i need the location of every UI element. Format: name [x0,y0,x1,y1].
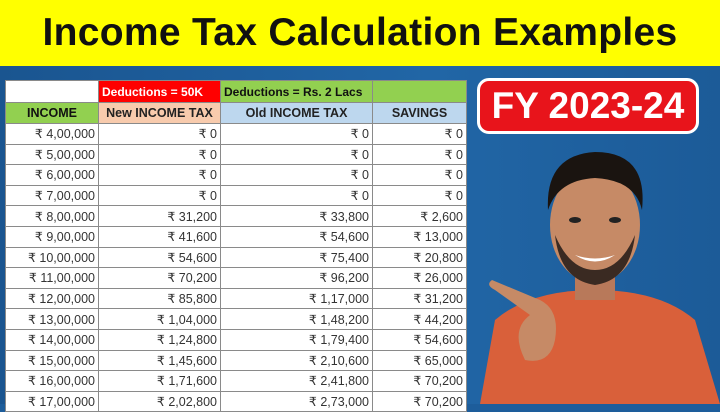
table-row: ₹ 9,00,000 ₹ 41,600 ₹ 54,600 ₹ 13,000 [5,225,467,248]
cell-savings: ₹ 13,000 [372,225,467,248]
cell-income: ₹ 11,00,000 [5,267,99,289]
cell-new-tax: ₹ 1,71,600 [98,370,221,392]
cell-income: ₹ 8,00,000 [5,205,99,227]
title-banner: Income Tax Calculation Examples [0,0,720,66]
cell-savings: ₹ 2,600 [372,205,467,227]
cell-savings: ₹ 0 [372,123,467,145]
presenter-photo [480,152,720,404]
table-row: ₹ 15,00,000 ₹ 1,45,600 ₹ 2,10,600 ₹ 65,000 [5,349,467,372]
table-row: ₹ 8,00,000 ₹ 31,200 ₹ 33,800 ₹ 2,600 [5,205,467,227]
cell-savings: ₹ 0 [372,184,467,207]
cell-new-tax: ₹ 31,200 [98,205,221,227]
cell-new-tax: ₹ 70,200 [98,267,221,289]
cell-income: ₹ 13,00,000 [5,308,99,330]
cell-savings: ₹ 0 [372,143,467,166]
cell-old-tax: ₹ 33,800 [220,205,373,227]
cell-old-tax: ₹ 0 [220,184,373,207]
table-row: ₹ 12,00,000 ₹ 85,800 ₹ 1,17,000 ₹ 31,200 [5,287,467,310]
cell-new-tax: ₹ 1,24,800 [98,328,221,351]
cell-income: ₹ 5,00,000 [5,143,99,166]
table-row: ₹ 17,00,000 ₹ 2,02,800 ₹ 2,73,000 ₹ 70,200 [5,390,467,412]
column-header-savings: SAVINGS [372,102,467,124]
cell-savings: ₹ 0 [372,164,467,186]
cell-savings: ₹ 70,200 [372,390,467,412]
column-header-old-tax: Old INCOME TAX [220,102,373,124]
beard [555,235,635,285]
cell-savings: ₹ 70,200 [372,370,467,392]
cell-savings: ₹ 31,200 [372,287,467,310]
cell-income: ₹ 16,00,000 [5,370,99,392]
eye-left [569,217,581,223]
cell-income: ₹ 14,00,000 [5,328,99,351]
cell-new-tax: ₹ 0 [98,184,221,207]
group-header-row: Deductions = 50K Deductions = Rs. 2 Lacs [5,80,467,103]
cell-old-tax: ₹ 2,73,000 [220,390,373,412]
table-row: ₹ 6,00,000 ₹ 0 ₹ 0 ₹ 0 [5,164,467,186]
cell-income: ₹ 6,00,000 [5,164,99,186]
cell-old-tax: ₹ 1,79,400 [220,328,373,351]
column-header-row: INCOME New INCOME TAX Old INCOME TAX SAV… [5,102,467,124]
cell-new-tax: ₹ 54,600 [98,246,221,269]
table-row: ₹ 10,00,000 ₹ 54,600 ₹ 75,400 ₹ 20,800 [5,246,467,269]
cell-new-tax: ₹ 1,04,000 [98,308,221,330]
cell-new-tax: ₹ 2,02,800 [98,390,221,412]
cell-old-tax: ₹ 96,200 [220,267,373,289]
shirt [480,290,720,404]
cell-new-tax: ₹ 85,800 [98,287,221,310]
cell-new-tax: ₹ 1,45,600 [98,349,221,372]
cell-savings: ₹ 65,000 [372,349,467,372]
cell-income: ₹ 15,00,000 [5,349,99,372]
pointing-hand [489,280,556,361]
cell-savings: ₹ 26,000 [372,267,467,289]
table-row: ₹ 7,00,000 ₹ 0 ₹ 0 ₹ 0 [5,184,467,207]
cell-income: ₹ 9,00,000 [5,225,99,248]
tax-comparison-table: Deductions = 50K Deductions = Rs. 2 Lacs… [5,80,467,412]
fiscal-year-text: FY 2023-24 [491,85,685,126]
cell-old-tax: ₹ 2,10,600 [220,349,373,372]
cell-old-tax: ₹ 1,48,200 [220,308,373,330]
table-row: ₹ 16,00,000 ₹ 1,71,600 ₹ 2,41,800 ₹ 70,200 [5,370,467,392]
cell-income: ₹ 12,00,000 [5,287,99,310]
cell-income: ₹ 10,00,000 [5,246,99,269]
hair [547,152,643,210]
cell-new-tax: ₹ 41,600 [98,225,221,248]
cell-old-tax: ₹ 75,400 [220,246,373,269]
table-row: ₹ 14,00,000 ₹ 1,24,800 ₹ 1,79,400 ₹ 54,600 [5,328,467,351]
cell-old-tax: ₹ 0 [220,164,373,186]
group-header-old-deductions: Deductions = Rs. 2 Lacs [220,80,373,103]
smile [575,255,615,262]
cell-old-tax: ₹ 0 [220,123,373,145]
column-header-income: INCOME [5,102,99,124]
face [550,167,640,283]
group-header-new-deductions: Deductions = 50K [98,80,221,103]
cell-savings: ₹ 54,600 [372,328,467,351]
group-header-empty [5,80,99,103]
cell-old-tax: ₹ 54,600 [220,225,373,248]
cell-income: ₹ 17,00,000 [5,390,99,412]
cell-savings: ₹ 20,800 [372,246,467,269]
group-header-empty-right [372,80,467,103]
cell-old-tax: ₹ 0 [220,143,373,166]
cell-savings: ₹ 44,200 [372,308,467,330]
fiscal-year-badge: FY 2023-24 [477,78,699,134]
cell-new-tax: ₹ 0 [98,123,221,145]
table-row: ₹ 11,00,000 ₹ 70,200 ₹ 96,200 ₹ 26,000 [5,267,467,289]
cell-income: ₹ 7,00,000 [5,184,99,207]
column-header-new-tax: New INCOME TAX [98,102,221,124]
table-row: ₹ 5,00,000 ₹ 0 ₹ 0 ₹ 0 [5,143,467,166]
cell-income: ₹ 4,00,000 [5,123,99,145]
page-title: Income Tax Calculation Examples [42,11,678,54]
table-row: ₹ 4,00,000 ₹ 0 ₹ 0 ₹ 0 [5,123,467,145]
cell-new-tax: ₹ 0 [98,164,221,186]
cell-old-tax: ₹ 1,17,000 [220,287,373,310]
cell-new-tax: ₹ 0 [98,143,221,166]
table-row: ₹ 13,00,000 ₹ 1,04,000 ₹ 1,48,200 ₹ 44,200 [5,308,467,330]
cell-old-tax: ₹ 2,41,800 [220,370,373,392]
eye-right [609,217,621,223]
